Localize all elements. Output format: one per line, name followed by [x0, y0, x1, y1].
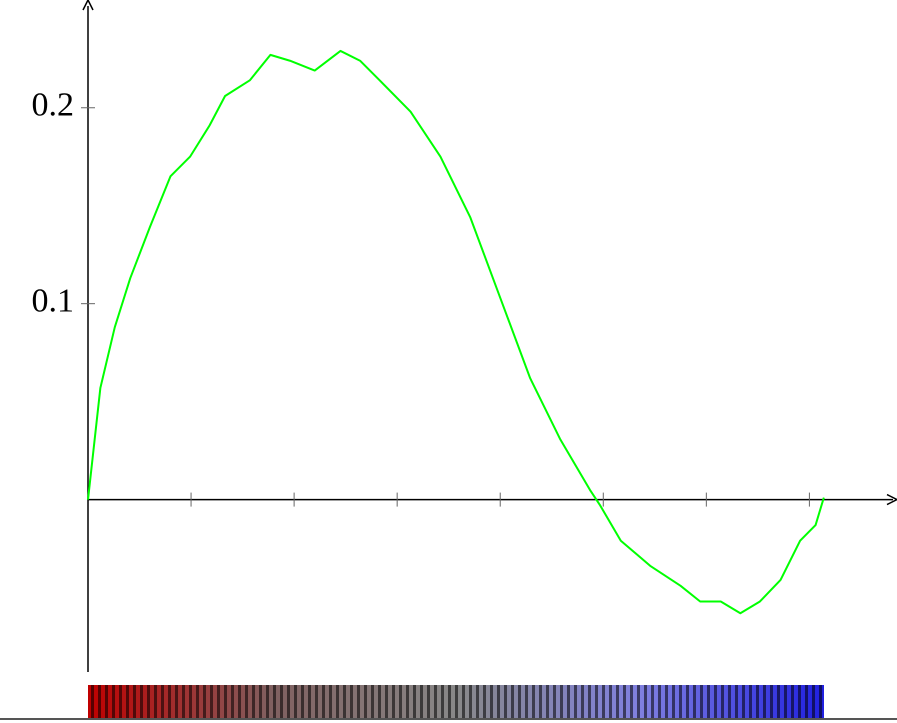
y-tick-label: 0.2 [32, 87, 75, 124]
y-tick-label: 0.1 [32, 282, 75, 319]
color-bar-stripes [88, 685, 824, 718]
x-axis-arrow [886, 493, 897, 506]
y-axis-arrow [82, 0, 94, 11]
data-line [87, 49, 825, 615]
